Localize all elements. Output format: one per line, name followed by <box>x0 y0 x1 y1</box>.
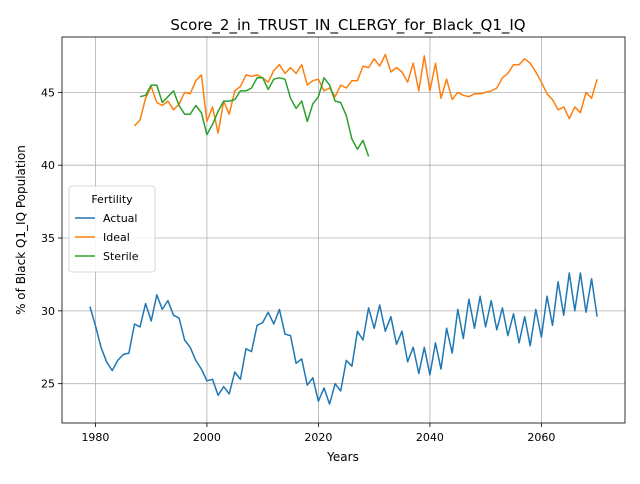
x-tick-label: 1980 <box>81 431 109 444</box>
legend-label-sterile: Sterile <box>103 250 139 263</box>
y-axis-label: % of Black Q1_IQ Population <box>14 145 28 315</box>
series-line-actual <box>90 273 597 404</box>
series-lines <box>90 55 597 405</box>
legend: Fertility Actual Ideal Sterile <box>69 186 155 272</box>
y-tick-label: 25 <box>41 378 55 391</box>
legend-title: Fertility <box>91 193 133 206</box>
x-tick-label: 2000 <box>193 431 221 444</box>
legend-label-ideal: Ideal <box>103 231 130 244</box>
x-tick-label: 2060 <box>527 431 555 444</box>
y-axis-ticks: 25 30 35 40 45 <box>41 86 62 390</box>
y-tick-label: 40 <box>41 159 55 172</box>
x-tick-label: 2020 <box>304 431 332 444</box>
y-tick-label: 30 <box>41 305 55 318</box>
x-tick-label: 2040 <box>416 431 444 444</box>
legend-label-actual: Actual <box>103 212 137 225</box>
y-tick-label: 35 <box>41 232 55 245</box>
x-axis-ticks: 1980 2000 2020 2040 2060 <box>81 423 555 444</box>
chart-title: Score_2_in_TRUST_IN_CLERGY_for_Black_Q1_… <box>170 16 525 35</box>
y-tick-label: 45 <box>41 86 55 99</box>
x-axis-label: Years <box>326 450 359 464</box>
series-line-sterile <box>140 78 369 157</box>
